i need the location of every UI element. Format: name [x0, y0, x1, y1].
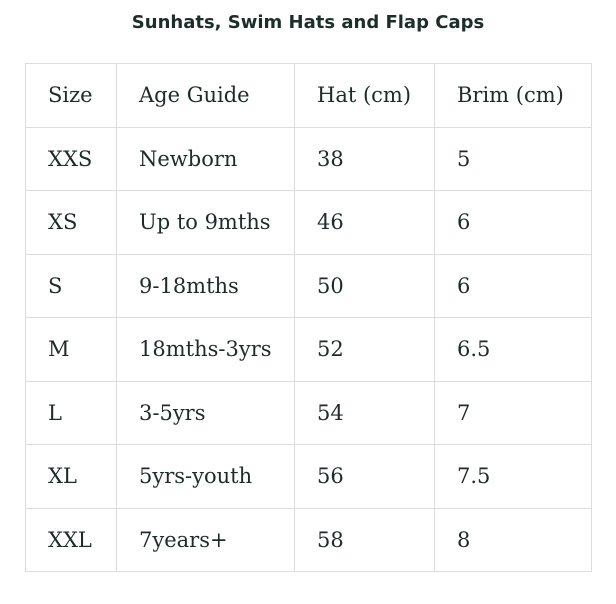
table-cell: L [25, 380, 117, 445]
title: Sunhats, Swim Hats and Flap Caps [131, 12, 485, 33]
table-row: S 9-18mths 50 6 [25, 253, 592, 318]
table-cell: 54 [294, 380, 435, 445]
table-cell: XXS [25, 126, 117, 191]
table-cell: Newborn [116, 126, 295, 191]
table-row: L 3-5yrs 54 7 [25, 380, 592, 445]
table-cell: 58 [294, 507, 435, 572]
table-head: Size Age Guide Hat (cm) Brim (cm) [25, 63, 592, 128]
table-cell: 50 [294, 253, 435, 318]
table-cell: 5 [434, 126, 592, 191]
table-cell: XL [25, 444, 117, 509]
table-cell: 56 [294, 444, 435, 509]
table-row: XXS Newborn 38 5 [25, 126, 592, 191]
table-cell: XS [25, 190, 117, 255]
table-row: XXL 7years+ 58 8 [25, 507, 592, 572]
header-cell: Size [25, 63, 117, 128]
table-cell: 18mths-3yrs [116, 317, 295, 382]
table-cell: 38 [294, 126, 435, 191]
header-cell: Brim (cm) [434, 63, 592, 128]
table-cell: 6 [434, 190, 592, 255]
table-cell: 5yrs-youth [116, 444, 295, 509]
table-cell: M [25, 317, 117, 382]
table-row: XS Up to 9mths 46 6 [25, 190, 592, 255]
table-cell: 46 [294, 190, 435, 255]
size-table: Size Age Guide Hat (cm) Brim (cm) XXS Newbor… [25, 63, 592, 572]
table-body: XXS Newborn 38 5 XS Up to 9mths 46 6 S 9-18mths 50… [25, 126, 592, 572]
table-cell: 8 [434, 507, 592, 572]
table-cell: 7 [434, 380, 592, 445]
table-cell: 6.5 [434, 317, 592, 382]
table-row: M 18mths-3yrs 52 6.5 [25, 317, 592, 382]
table-cell: 7.5 [434, 444, 592, 509]
table-cell: 7years+ [116, 507, 295, 572]
header-row: Size Age Guide Hat (cm) Brim (cm) [25, 63, 592, 128]
table-cell: S [25, 253, 117, 318]
header-cell: Age Guide [116, 63, 295, 128]
table-cell: 52 [294, 317, 435, 382]
header-cell: Hat (cm) [294, 63, 435, 128]
table-cell: XXL [25, 507, 117, 572]
table-cell: 9-18mths [116, 253, 295, 318]
table-cell: 6 [434, 253, 592, 318]
table-cell: Up to 9mths [116, 190, 295, 255]
table-row: XL 5yrs-youth 56 7.5 [25, 444, 592, 509]
table-cell: 3-5yrs [116, 380, 295, 445]
